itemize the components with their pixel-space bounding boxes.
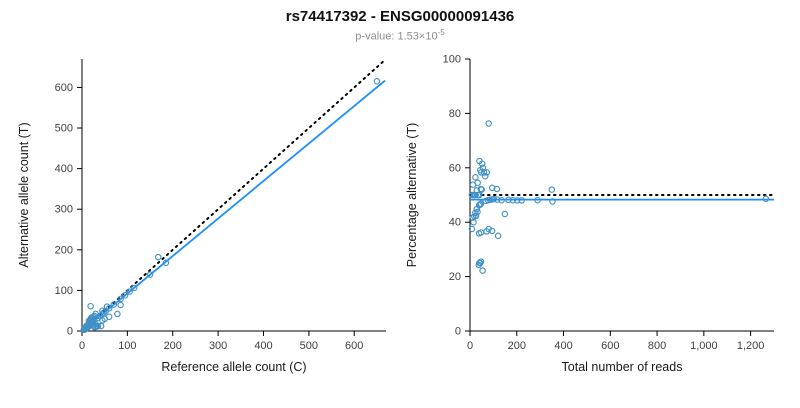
svg-text:600: 600 xyxy=(55,82,73,94)
pvalue-exponent: -5 xyxy=(437,28,445,37)
svg-text:0: 0 xyxy=(67,325,73,337)
svg-text:0: 0 xyxy=(467,340,473,352)
plot-panels: 0 100 200 300 400 500 600 0 100 200 300 400 500 600 Re… xyxy=(0,45,800,383)
svg-text:300: 300 xyxy=(55,203,73,215)
svg-text:200: 200 xyxy=(55,244,73,256)
allelic-imbalance-figure: rs74417392 - ENSG00000091436 p-value: 1.… xyxy=(0,8,800,408)
svg-text:Percentage alternative (T): Percentage alternative (T) xyxy=(405,122,419,267)
svg-text:500: 500 xyxy=(300,340,318,352)
svg-text:40: 40 xyxy=(449,216,461,228)
svg-text:400: 400 xyxy=(554,340,572,352)
figure-subtitle: p-value: 1.53×10-5 xyxy=(0,28,800,43)
pvalue-label: p-value: xyxy=(355,30,398,43)
svg-text:Alternative allele count (T): Alternative allele count (T) xyxy=(17,122,31,267)
svg-text:100: 100 xyxy=(443,53,461,65)
svg-text:400: 400 xyxy=(55,163,73,175)
svg-text:800: 800 xyxy=(648,340,666,352)
svg-text:80: 80 xyxy=(449,108,461,120)
svg-text:1,000: 1,000 xyxy=(690,340,718,352)
svg-text:1,200: 1,200 xyxy=(737,340,765,352)
svg-text:0: 0 xyxy=(455,325,461,337)
svg-text:200: 200 xyxy=(508,340,526,352)
svg-text:Reference allele count (C): Reference allele count (C) xyxy=(161,360,306,374)
svg-text:400: 400 xyxy=(254,340,272,352)
svg-text:300: 300 xyxy=(209,340,227,352)
svg-text:600: 600 xyxy=(601,340,619,352)
svg-text:Total number of reads: Total number of reads xyxy=(562,360,683,374)
svg-text:0: 0 xyxy=(79,340,85,352)
svg-text:600: 600 xyxy=(345,340,363,352)
svg-text:500: 500 xyxy=(55,122,73,134)
figure-title: rs74417392 - ENSG00000091436 xyxy=(285,8,515,25)
svg-text:20: 20 xyxy=(449,271,461,283)
svg-text:60: 60 xyxy=(449,162,461,174)
percentage-alternative-scatter-plot: 0 200 400 600 800 1,000 1,200 0 20 40 60 80 100 Total… xyxy=(405,53,775,374)
svg-text:200: 200 xyxy=(164,340,182,352)
pvalue-base: 1.53×10 xyxy=(397,30,438,43)
allele-count-scatter-plot: 0 100 200 300 400 500 600 0 100 200 300 400 500 600 Re… xyxy=(17,58,387,374)
svg-text:100: 100 xyxy=(55,285,73,297)
svg-text:100: 100 xyxy=(118,340,136,352)
